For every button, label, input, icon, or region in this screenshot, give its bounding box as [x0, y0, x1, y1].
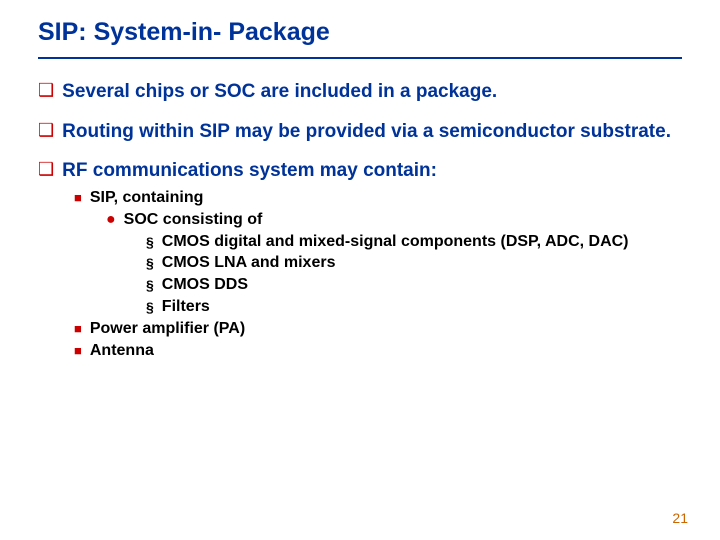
- bullet-item-1: ❑ Several chips or SOC are included in a…: [38, 79, 682, 105]
- section-icon: §: [146, 253, 154, 273]
- hollow-square-icon: ❑: [38, 119, 54, 141]
- sub-item-filters: § Filters: [38, 297, 682, 318]
- hollow-square-icon: ❑: [38, 79, 54, 101]
- slide-title: SIP: System-in- Package: [38, 18, 682, 47]
- sub-text: Antenna: [90, 341, 154, 362]
- sub-item-pa: ■ Power amplifier (PA): [38, 319, 682, 340]
- sub-text: Power amplifier (PA): [90, 319, 245, 340]
- sub-text: CMOS LNA and mixers: [162, 253, 336, 274]
- bullet-item-3: ❑ RF communications system may contain:: [38, 158, 682, 184]
- sub-text: CMOS digital and mixed-signal components…: [162, 232, 629, 253]
- page-number: 21: [672, 510, 688, 526]
- filled-square-icon: ■: [74, 319, 82, 339]
- section-icon: §: [146, 275, 154, 295]
- sub-text: CMOS DDS: [162, 275, 248, 296]
- hollow-square-icon: ❑: [38, 158, 54, 180]
- sub-item-antenna: ■ Antenna: [38, 341, 682, 362]
- sub-item-soc: ● SOC consisting of: [38, 210, 682, 231]
- sub-item-cmos-mixed: § CMOS digital and mixed-signal componen…: [38, 232, 682, 253]
- sub-item-cmos-dds: § CMOS DDS: [38, 275, 682, 296]
- slide-content: SIP: System-in- Package ❑ Several chips …: [0, 0, 720, 361]
- section-icon: §: [146, 297, 154, 317]
- sub-text: SIP, containing: [90, 188, 204, 209]
- title-rule: [38, 57, 682, 59]
- sub-item-sip: ■ SIP, containing: [38, 188, 682, 209]
- bullet-text: Several chips or SOC are included in a p…: [62, 79, 497, 105]
- filled-square-icon: ■: [74, 341, 82, 361]
- section-icon: §: [146, 232, 154, 252]
- filled-square-icon: ■: [74, 188, 82, 208]
- bullet-item-2: ❑ Routing within SIP may be provided via…: [38, 119, 682, 145]
- disc-icon: ●: [106, 210, 116, 230]
- bullet-text: Routing within SIP may be provided via a…: [62, 119, 671, 145]
- bullet-text: RF communications system may contain:: [62, 158, 437, 184]
- sub-list: ■ SIP, containing ● SOC consisting of § …: [38, 188, 682, 361]
- sub-text: SOC consisting of: [124, 210, 263, 231]
- sub-item-cmos-lna: § CMOS LNA and mixers: [38, 253, 682, 274]
- sub-text: Filters: [162, 297, 210, 318]
